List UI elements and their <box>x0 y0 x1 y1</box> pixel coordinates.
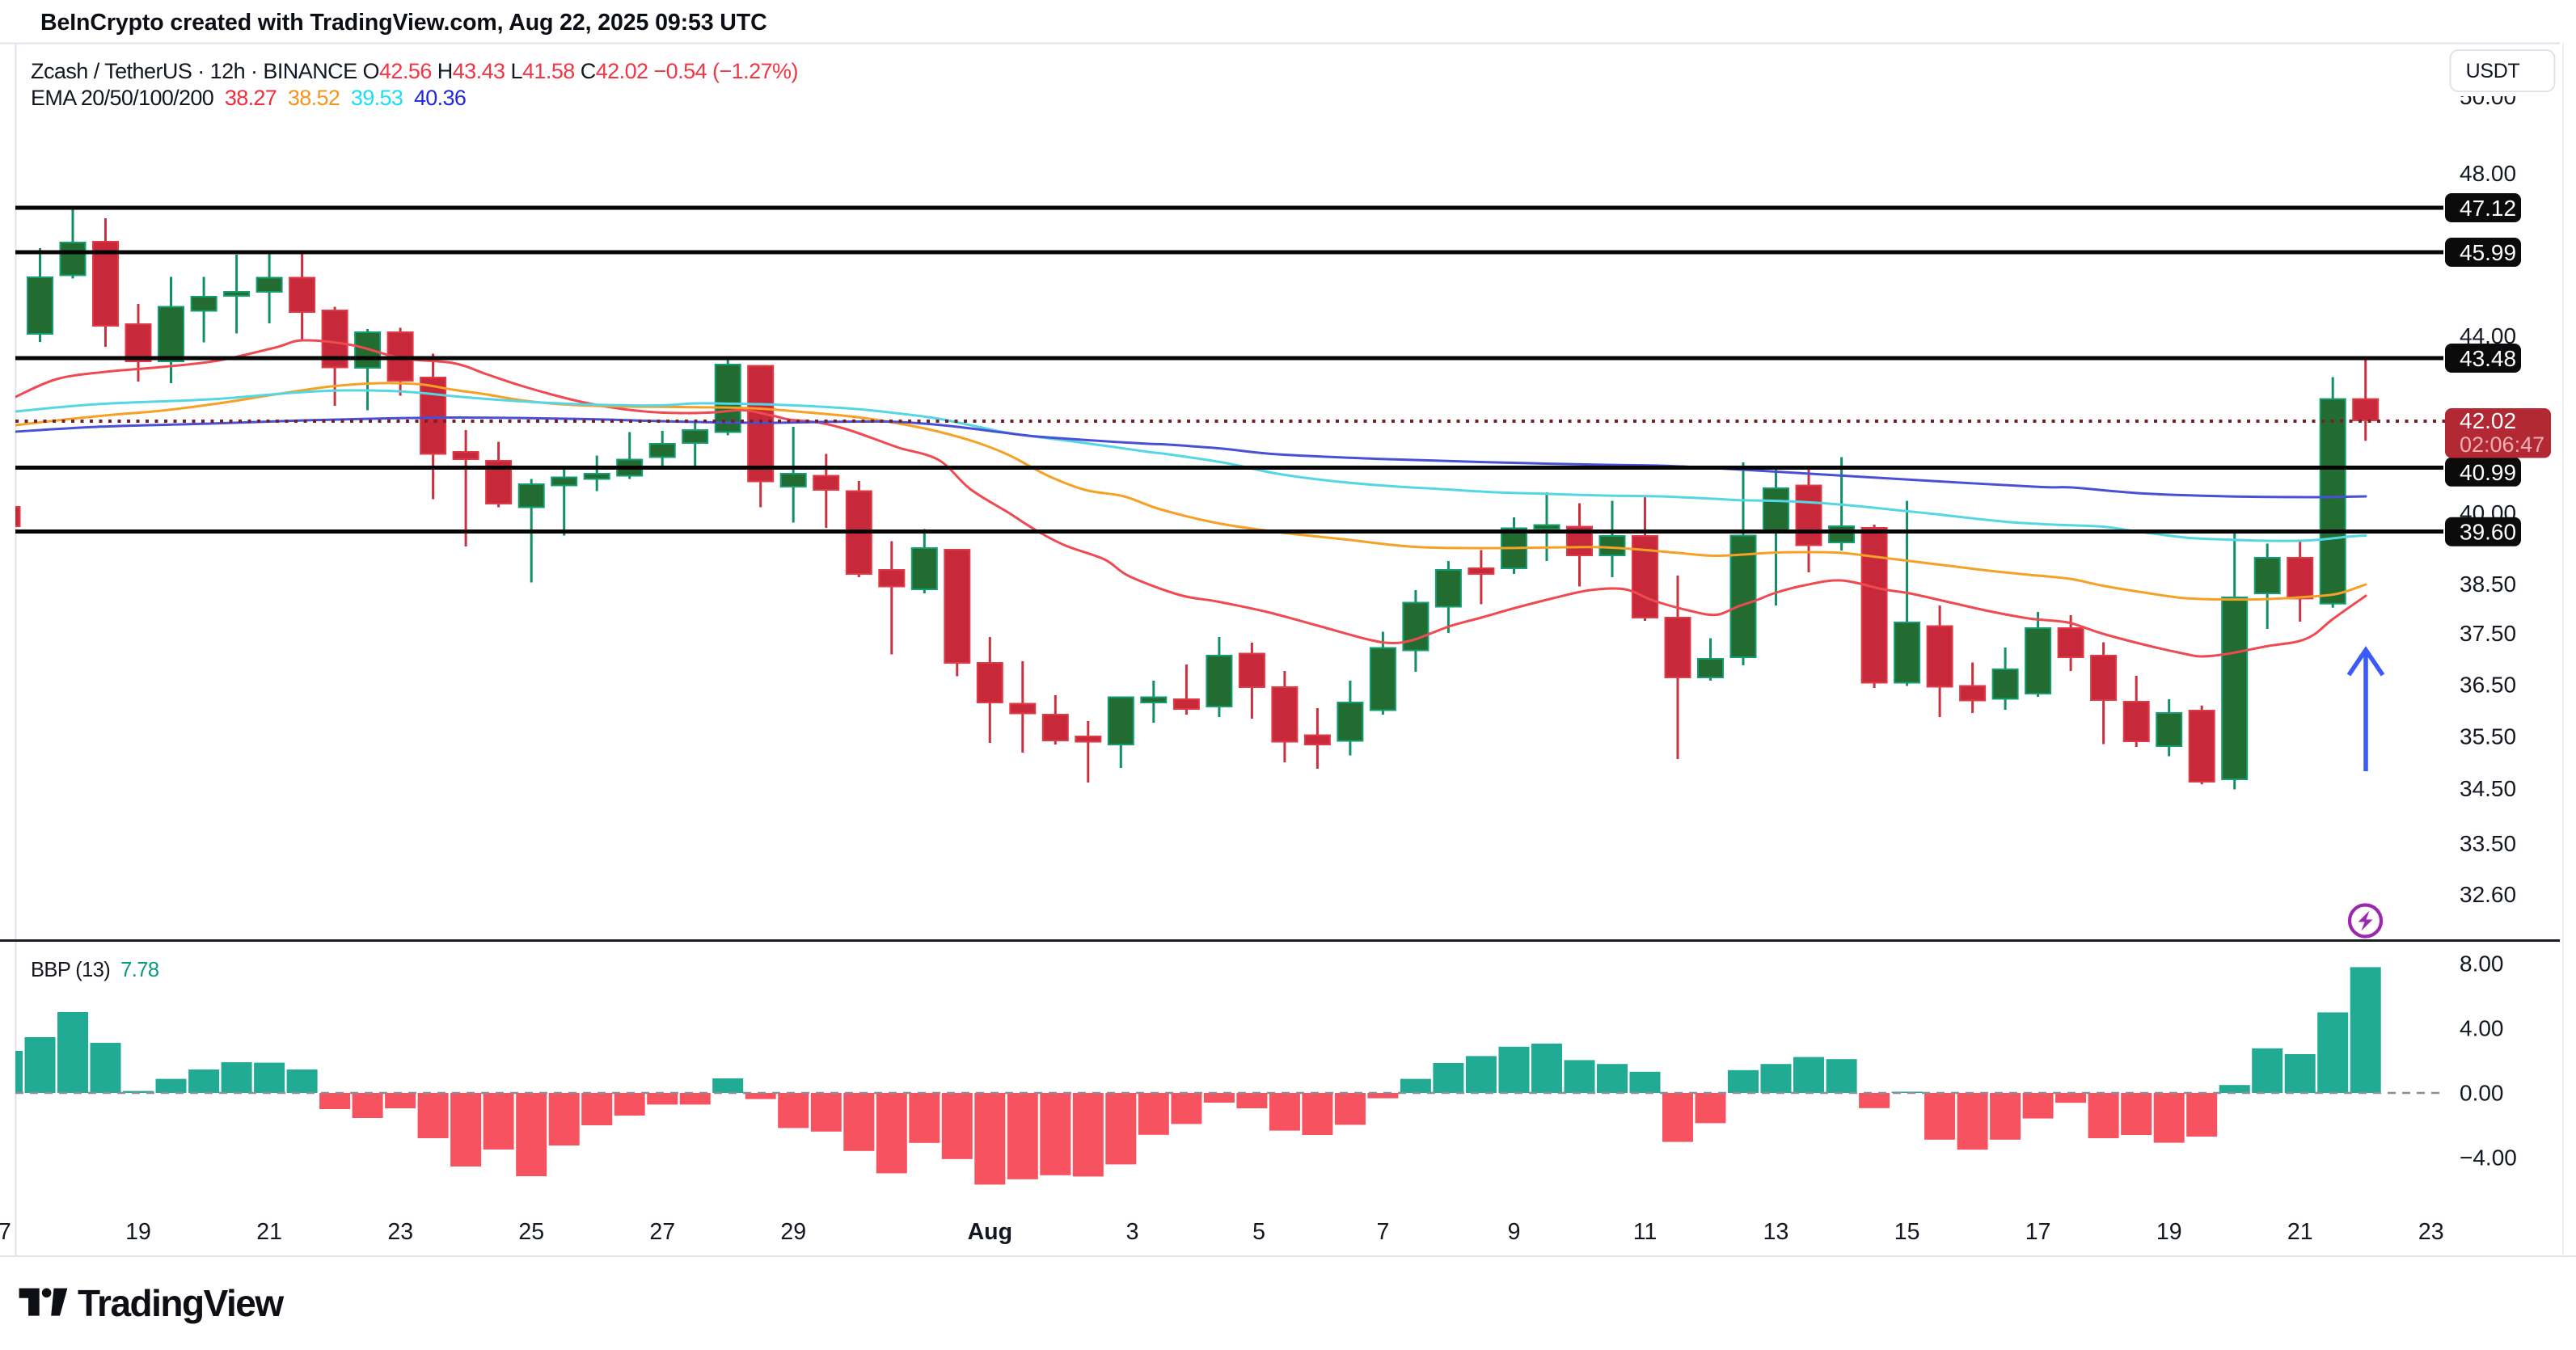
svg-text:39.60: 39.60 <box>2460 520 2516 545</box>
svg-text:37.50: 37.50 <box>2460 621 2516 646</box>
svg-text:9: 9 <box>1508 1219 1521 1245</box>
svg-text:35.50: 35.50 <box>2460 724 2516 749</box>
svg-text:3: 3 <box>1126 1219 1139 1245</box>
svg-text:BBP (13) 7.78: BBP (13) 7.78 <box>31 959 159 981</box>
svg-text:29: 29 <box>780 1219 806 1245</box>
svg-text:33.50: 33.50 <box>2460 831 2516 856</box>
svg-text:40.99: 40.99 <box>2460 460 2516 485</box>
svg-text:25: 25 <box>518 1219 544 1245</box>
svg-text:−4.00: −4.00 <box>2460 1145 2517 1171</box>
svg-text:4.00: 4.00 <box>2460 1016 2504 1041</box>
svg-text:47.12: 47.12 <box>2460 196 2516 221</box>
svg-text:36.50: 36.50 <box>2460 672 2516 697</box>
svg-text:02:06:47: 02:06:47 <box>2460 432 2544 457</box>
svg-text:32.60: 32.60 <box>2460 882 2516 907</box>
svg-text:Aug: Aug <box>968 1219 1012 1245</box>
svg-text:19: 19 <box>2156 1219 2182 1245</box>
svg-text:Zcash / TetherUS · 12h · BINAN: Zcash / TetherUS · 12h · BINANCE O42.56 … <box>31 59 798 83</box>
svg-text:21: 21 <box>2287 1219 2313 1245</box>
svg-text:19: 19 <box>125 1219 151 1245</box>
svg-text:8.00: 8.00 <box>2460 951 2504 977</box>
svg-text:0.00: 0.00 <box>2460 1081 2504 1106</box>
svg-text:EMA 20/50/100/200 38.27 38.5: EMA 20/50/100/200 38.27 38.52 39.53 40.3… <box>31 86 466 110</box>
svg-text:11: 11 <box>1633 1219 1658 1245</box>
svg-text:45.99: 45.99 <box>2460 240 2516 265</box>
svg-text:38.50: 38.50 <box>2460 572 2516 597</box>
svg-text:23: 23 <box>2418 1219 2444 1245</box>
svg-text:21: 21 <box>256 1219 282 1245</box>
svg-text:23: 23 <box>387 1219 413 1245</box>
svg-text:TradingView: TradingView <box>78 1282 284 1324</box>
svg-text:27: 27 <box>649 1219 675 1245</box>
svg-text:BeInCrypto created with Tradin: BeInCrypto created with TradingView.com,… <box>40 10 767 36</box>
svg-text:43.48: 43.48 <box>2460 346 2516 371</box>
svg-text:13: 13 <box>1763 1219 1789 1245</box>
svg-text:42.02: 42.02 <box>2460 408 2516 433</box>
svg-text:48.00: 48.00 <box>2460 161 2516 186</box>
svg-text:15: 15 <box>1894 1219 1920 1245</box>
svg-text:17: 17 <box>0 1219 11 1245</box>
svg-text:7: 7 <box>1376 1219 1389 1245</box>
svg-text:34.50: 34.50 <box>2460 776 2516 801</box>
svg-text:17: 17 <box>2025 1219 2051 1245</box>
svg-text:USDT: USDT <box>2466 60 2520 82</box>
svg-text:5: 5 <box>1252 1219 1265 1245</box>
